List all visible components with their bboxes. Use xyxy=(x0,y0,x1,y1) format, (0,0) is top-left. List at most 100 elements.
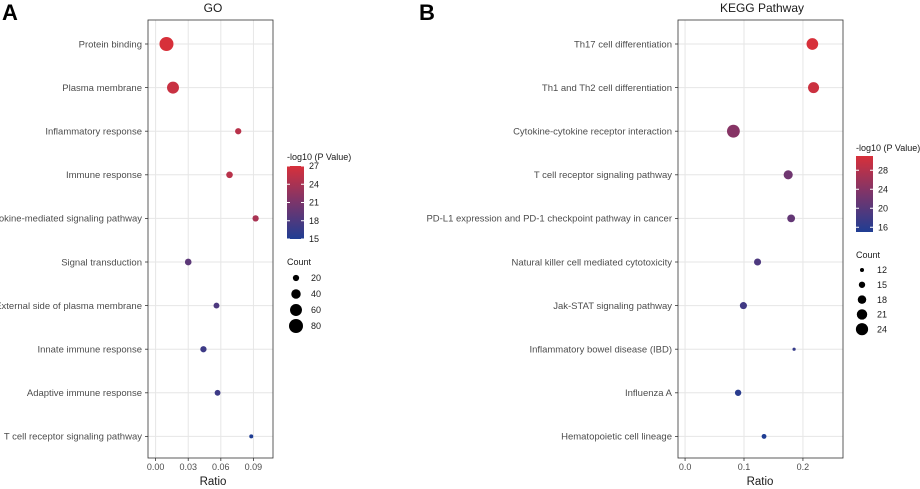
x-tick-label: 0.1 xyxy=(738,462,751,472)
panel-a-plot-frame xyxy=(147,19,274,459)
y-tick-label: Plasma membrane xyxy=(62,83,142,94)
size-legend-circle xyxy=(857,295,867,304)
data-point xyxy=(806,38,819,50)
panel-a-color-legend-title: -log10 (P Value) xyxy=(287,152,351,162)
y-tick-label: Immune response xyxy=(66,170,142,181)
data-point xyxy=(159,37,174,51)
x-tick-label: 0.0 xyxy=(679,462,692,472)
size-legend-label: 20 xyxy=(311,273,321,283)
y-tick-label: Th1 and Th2 cell differentiation xyxy=(542,83,672,94)
data-point xyxy=(761,433,767,439)
y-tick-label: Natural killer cell mediated cytotoxicit… xyxy=(511,257,672,268)
panel-b-label: B xyxy=(419,0,435,25)
y-tick-label: Cytokine-mediated signaling pathway xyxy=(0,214,142,225)
panel-a-x-label: Ratio xyxy=(200,476,227,488)
y-tick-label: Jak-STAT signaling pathway xyxy=(553,301,672,312)
data-point xyxy=(787,214,796,223)
y-tick-label: Protein binding xyxy=(79,39,142,50)
y-tick-label: External side of plasma membrane xyxy=(0,301,142,312)
panel-b-size-legend-title: Count xyxy=(856,250,881,260)
panel-a-grid xyxy=(148,20,273,458)
data-point xyxy=(734,389,742,396)
panel-a-size-legend: Count 20 40 60 80 xyxy=(287,257,321,333)
data-point xyxy=(184,258,192,266)
data-point xyxy=(226,171,233,179)
panel-a-points xyxy=(159,37,259,439)
panel-b-size-legend: Count 12 15 18 21 24 xyxy=(855,250,887,336)
size-legend-circle xyxy=(856,309,868,320)
y-tick-label: Influenza A xyxy=(625,388,673,399)
panel-a: A GO Protein binding Plasma membrane Infla… xyxy=(0,0,351,488)
panel-b-colorbar-ticks: 28 24 20 16 xyxy=(856,165,888,232)
panel-b-title: KEGG Pathway xyxy=(720,1,804,15)
x-tick-label: 0.09 xyxy=(245,462,263,472)
panel-b-x-label: Ratio xyxy=(747,476,774,488)
colorbar-tick-label: 24 xyxy=(309,179,319,189)
panel-b-color-legend-title: -log10 (P Value) xyxy=(856,143,920,153)
x-tick-label: 0.00 xyxy=(147,462,165,472)
panel-a-colorbar-ticks: 27 24 21 18 15 xyxy=(287,161,319,244)
size-legend-label: 40 xyxy=(311,289,321,299)
size-legend-circle xyxy=(292,274,300,282)
size-legend-label: 80 xyxy=(311,321,321,331)
data-point xyxy=(167,81,179,94)
colorbar-tick-label: 21 xyxy=(309,198,319,208)
panel-a-size-legend-items: 20 40 60 80 xyxy=(289,273,321,333)
size-legend-label: 24 xyxy=(877,324,887,334)
y-tick-label: Inflammatory bowel disease (IBD) xyxy=(529,345,672,356)
colorbar-tick-label: 16 xyxy=(878,222,888,232)
data-point xyxy=(754,258,762,266)
panel-a-x-axis: 0.00 0.03 0.06 0.09 xyxy=(147,458,262,472)
colorbar-tick-label: 24 xyxy=(878,184,888,194)
panel-a-title: GO xyxy=(204,1,223,15)
y-tick-label: Hematopoietic cell lineage xyxy=(561,432,672,443)
x-tick-label: 0.2 xyxy=(797,462,810,472)
panel-b-size-legend-items: 12 15 18 21 24 xyxy=(855,265,887,336)
colorbar-tick-label: 15 xyxy=(309,234,319,244)
panel-b-color-legend: -log10 (P Value) 28 24 20 16 xyxy=(856,143,920,232)
size-legend-circle xyxy=(289,319,303,333)
panel-a-size-legend-title: Count xyxy=(287,257,312,267)
size-legend-circle xyxy=(859,267,865,273)
data-point xyxy=(739,302,747,310)
colorbar-tick-label: 27 xyxy=(309,161,319,171)
size-legend-circle xyxy=(858,281,866,288)
panel-b-y-axis: Th17 cell differentiation Th1 and Th2 cel… xyxy=(426,39,678,443)
y-tick-label: Th17 cell differentiation xyxy=(574,39,672,50)
x-tick-label: 0.06 xyxy=(212,462,230,472)
panel-b-x-axis: 0.0 0.1 0.2 xyxy=(679,458,809,472)
y-tick-label: Signal transduction xyxy=(61,257,142,268)
panel-a-y-axis: Protein binding Plasma membrane Inflammato… xyxy=(0,39,148,443)
data-point xyxy=(808,82,820,94)
data-point xyxy=(252,215,259,222)
data-point xyxy=(726,124,740,138)
y-tick-label: T cell receptor signaling pathway xyxy=(534,170,672,181)
panel-b-colorbar xyxy=(856,156,873,232)
panel-b-points xyxy=(726,38,820,439)
panel-a-colorbar xyxy=(287,166,304,239)
panel-b: B KEGG Pathway Th17 cell differentiation… xyxy=(419,0,920,488)
data-point xyxy=(235,128,242,135)
data-point xyxy=(783,170,793,180)
data-point xyxy=(792,347,796,351)
size-legend-circle xyxy=(855,323,869,336)
panel-a-label: A xyxy=(2,0,18,25)
size-legend-label: 12 xyxy=(877,265,887,275)
y-tick-label: Adaptive immune response xyxy=(27,388,142,399)
data-point xyxy=(213,302,220,309)
size-legend-circle xyxy=(291,289,301,299)
colorbar-tick-label: 18 xyxy=(309,216,319,226)
data-point xyxy=(214,389,221,396)
size-legend-label: 60 xyxy=(311,305,321,315)
size-legend-label: 15 xyxy=(877,280,887,290)
y-tick-label: T cell receptor signaling pathway xyxy=(4,432,142,443)
y-tick-label: Innate immune response xyxy=(37,345,142,356)
colorbar-tick-label: 28 xyxy=(878,165,888,175)
panel-b-plot-frame xyxy=(677,19,844,459)
y-tick-label: PD-L1 expression and PD-1 checkpoint pat… xyxy=(426,214,672,225)
y-tick-label: Cytokine-cytokine receptor interaction xyxy=(513,127,672,138)
panel-a-color-legend: -log10 (P Value) 27 24 21 18 15 xyxy=(287,152,351,244)
size-legend-label: 18 xyxy=(877,295,887,305)
x-tick-label: 0.03 xyxy=(179,462,197,472)
